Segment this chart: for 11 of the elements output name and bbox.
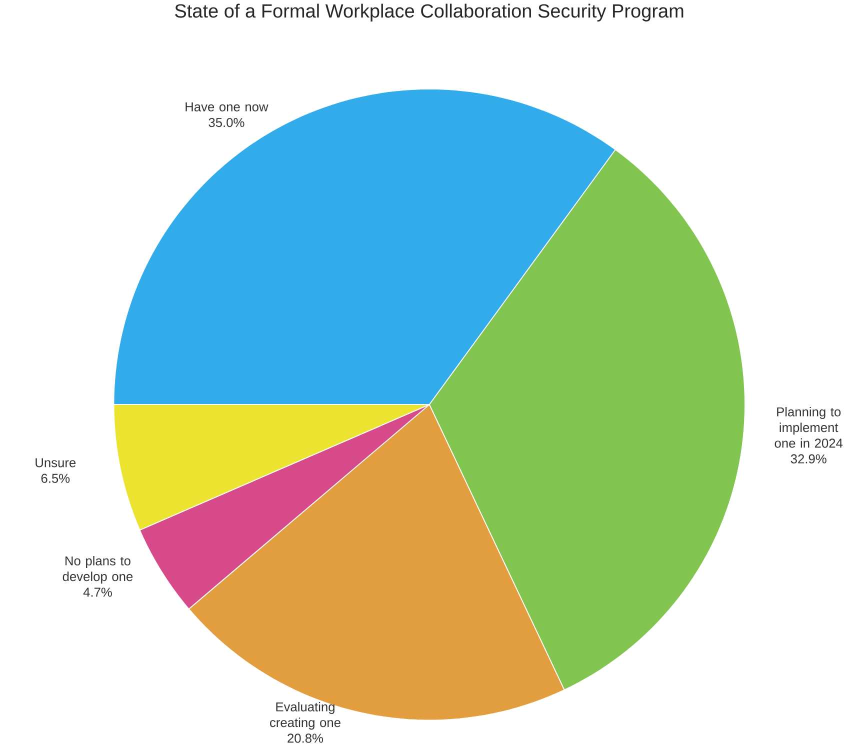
slice-label: Evaluating creating one — [270, 702, 340, 730]
data-label: 6.5% — [41, 474, 70, 484]
slice-label: No plans to develop one — [62, 556, 133, 584]
data-label: 20.8% — [288, 734, 324, 744]
slice-label: Planning to implement one in 2024 — [774, 407, 843, 448]
chart-title: State of a Formal Workplace Collaboration Security Program — [175, 4, 684, 22]
data-label: 32.9% — [790, 454, 826, 464]
data-label: 35.0% — [208, 118, 244, 128]
slice-label: Unsure — [36, 458, 76, 468]
data-label: 4.7% — [83, 588, 112, 597]
slice-label: Have one now — [186, 102, 268, 112]
